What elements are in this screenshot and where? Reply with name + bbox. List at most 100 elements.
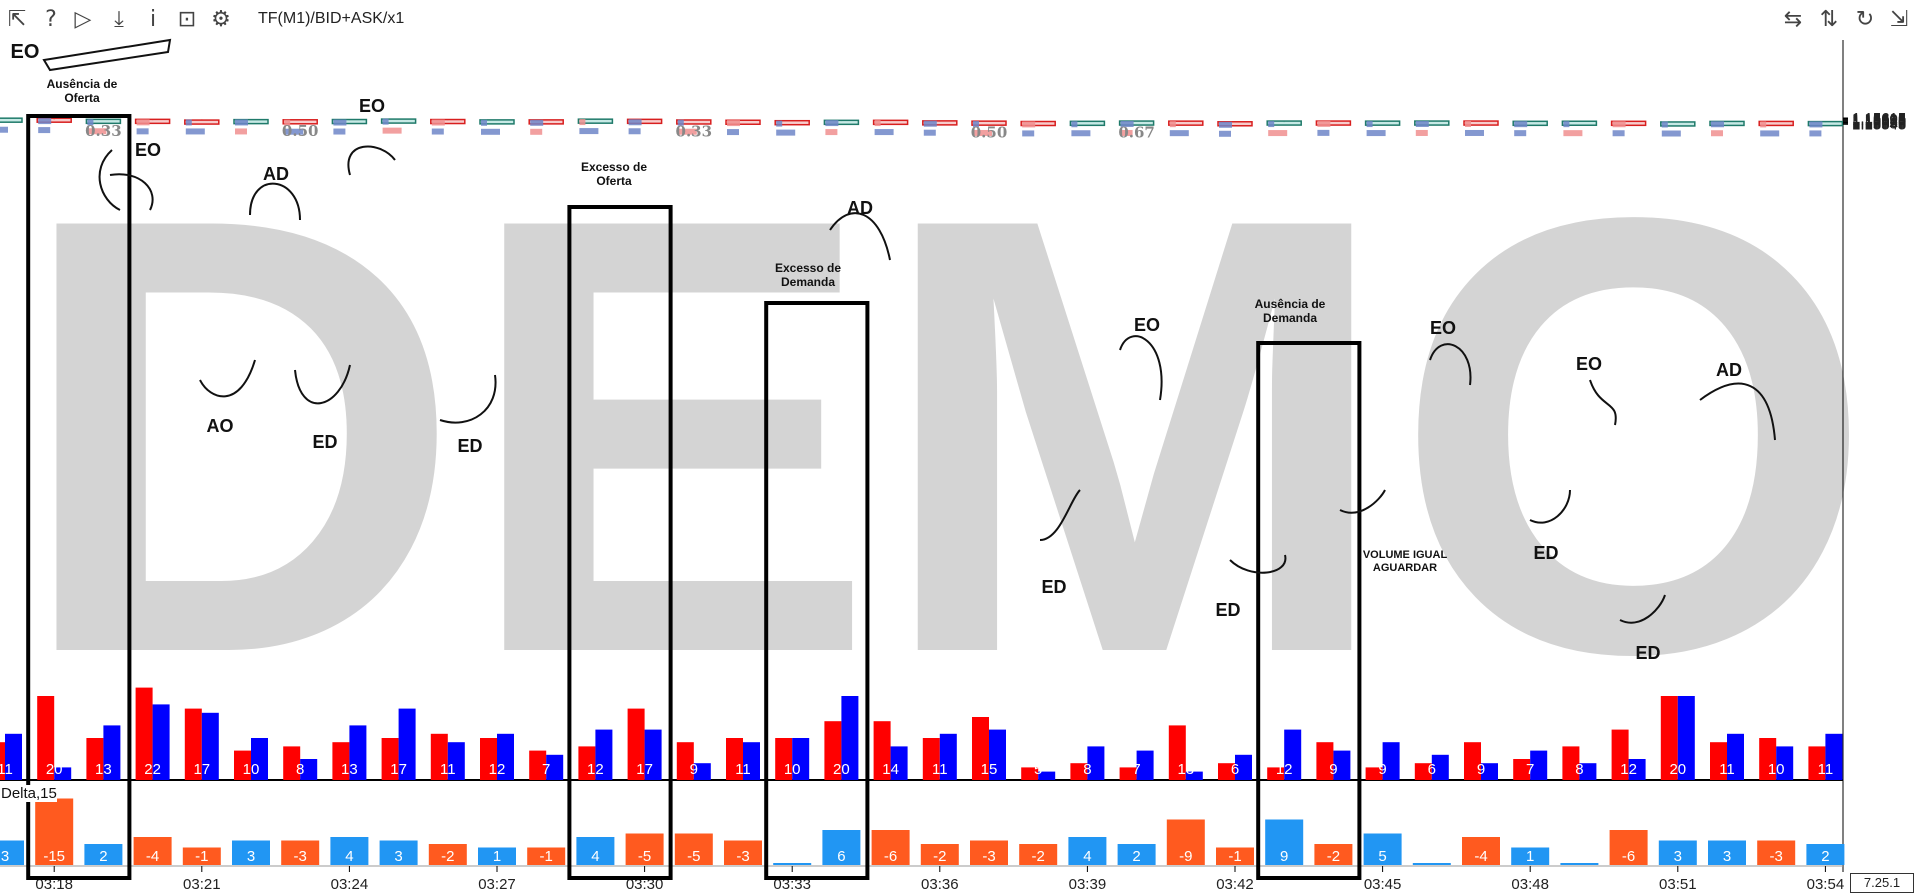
delta-bar — [527, 847, 566, 865]
help-icon[interactable]: ? — [45, 7, 57, 32]
volume-ask-bar — [1431, 754, 1449, 780]
volume-ask-bar — [792, 738, 810, 780]
delta-bar — [970, 840, 1008, 865]
refresh-icon[interactable]: ↻ — [1855, 7, 1875, 32]
candle-body — [922, 120, 958, 126]
download-icon[interactable]: ⤓ — [114, 7, 124, 32]
annotation-label: EO — [359, 96, 385, 116]
footprint-level — [185, 128, 205, 135]
cursor-icon[interactable]: ⇱ — [7, 7, 27, 32]
candle-body — [1266, 120, 1302, 126]
volume-bid-bar — [1070, 763, 1088, 780]
chart-type-icon[interactable]: ⊡ — [177, 7, 197, 32]
candle-body — [134, 118, 171, 125]
delta-label: 3 — [247, 848, 255, 865]
volume-label: 11 — [440, 761, 456, 778]
time-tick-label: 03:18 — [35, 876, 73, 893]
delta-bar — [1314, 844, 1353, 865]
delta-bar — [330, 837, 369, 865]
delta-bar — [773, 863, 812, 865]
candle-body — [1168, 120, 1204, 126]
delta-label: 2 — [1132, 848, 1140, 865]
annotation-label: Excesso de Demanda — [775, 261, 841, 289]
volume-bid-bar — [1710, 742, 1727, 780]
volume-bid-bar — [578, 746, 596, 780]
volume-bid-bar — [1119, 767, 1137, 780]
footprint-level — [1219, 121, 1232, 128]
delta-label: 9 — [1280, 848, 1288, 865]
volume-label: 6 — [1428, 761, 1436, 778]
footprint-level — [1760, 121, 1767, 128]
candle-body — [1660, 121, 1696, 127]
info-icon[interactable]: i — [149, 7, 157, 32]
footprint-level — [1563, 130, 1583, 137]
delta-pane-label: Delta,15 — [1, 785, 57, 802]
delta-label: -4 — [1474, 848, 1487, 865]
footprint-level — [136, 128, 149, 135]
vertical-scale-icon[interactable]: ⇅ — [1819, 7, 1839, 32]
footprint-level — [1071, 130, 1091, 137]
delta-label: 2 — [99, 848, 107, 865]
candle-body — [1315, 120, 1352, 126]
delta-label: -3 — [1770, 848, 1783, 865]
handdrawn-arrow — [1619, 594, 1666, 624]
delta-bar — [822, 830, 861, 865]
handdrawn-arrow — [347, 145, 396, 176]
delta-bar — [35, 798, 74, 865]
delta-bar — [1806, 844, 1845, 865]
delta-label: 0 — [788, 848, 796, 865]
footprint-level — [284, 119, 291, 126]
annotation-label: EO — [11, 41, 40, 63]
delta-label: -1 — [195, 848, 208, 865]
delta-label: -5 — [687, 848, 700, 865]
candle-body — [331, 118, 368, 125]
delta-label: 4 — [1083, 848, 1091, 865]
volume-bid-bar — [1464, 742, 1481, 780]
volume-label: 8 — [1575, 761, 1583, 778]
footprint-level — [579, 119, 586, 126]
footprint-level — [1612, 121, 1626, 128]
volume-ask-bar — [1185, 771, 1203, 780]
play-icon[interactable]: ▷ — [74, 7, 92, 32]
delta-bar — [1068, 837, 1107, 865]
horizontal-scale-icon[interactable]: ⇆ — [1783, 7, 1803, 32]
annotation-label: EO — [135, 140, 161, 160]
footprint-level — [136, 119, 150, 126]
footprint-level — [382, 118, 389, 125]
volume-label: 7 — [1132, 761, 1140, 778]
volume-label: 13 — [95, 761, 112, 778]
annotation-label: ED — [1041, 577, 1066, 597]
footprint-level — [923, 129, 936, 136]
candle-body — [1463, 120, 1499, 126]
gear-icon[interactable]: ⚙ — [211, 7, 231, 32]
annotation-label: ED — [1635, 643, 1660, 663]
annotation-label: AO — [207, 416, 234, 436]
demo-watermark: DEMO — [15, 90, 1875, 782]
footprint-level — [776, 129, 796, 136]
candle-body — [1414, 120, 1450, 126]
delta-bar — [1117, 844, 1156, 865]
toolbar: ⇱ ? ▷ ⤓ i ⊡ ⚙ TF(M1)/BID+ASK/x1 ⇆ ⇅ ↻ ⇲ — [0, 0, 1919, 40]
annotation-label: ED — [457, 436, 482, 456]
volume-label: 11 — [1719, 761, 1735, 778]
handdrawn-arrow — [1429, 343, 1472, 386]
time-tick-label: 03:45 — [1364, 876, 1402, 893]
candle-body — [823, 119, 860, 126]
volume-label: 5 — [1034, 761, 1042, 778]
volume-bid-bar — [480, 738, 497, 780]
volume-ask-bar — [1382, 742, 1400, 780]
volume-bid-bar — [135, 687, 153, 780]
volume-ask-bar — [546, 754, 564, 780]
delta-bar — [1166, 819, 1205, 865]
footprint-level — [1268, 130, 1288, 137]
delta-label: -2 — [441, 848, 454, 865]
price-tick-label: 1.15585 — [1852, 113, 1906, 130]
highlight-box — [764, 301, 870, 880]
volume-label: 12 — [1620, 761, 1637, 778]
collapse-icon[interactable]: ⇲ — [1889, 7, 1909, 32]
price-tick-label: 1.15555 — [1852, 115, 1906, 132]
volume-ask-bar — [989, 729, 1006, 780]
volume-label: 11 — [932, 761, 948, 778]
volume-label: 8 — [1083, 761, 1091, 778]
